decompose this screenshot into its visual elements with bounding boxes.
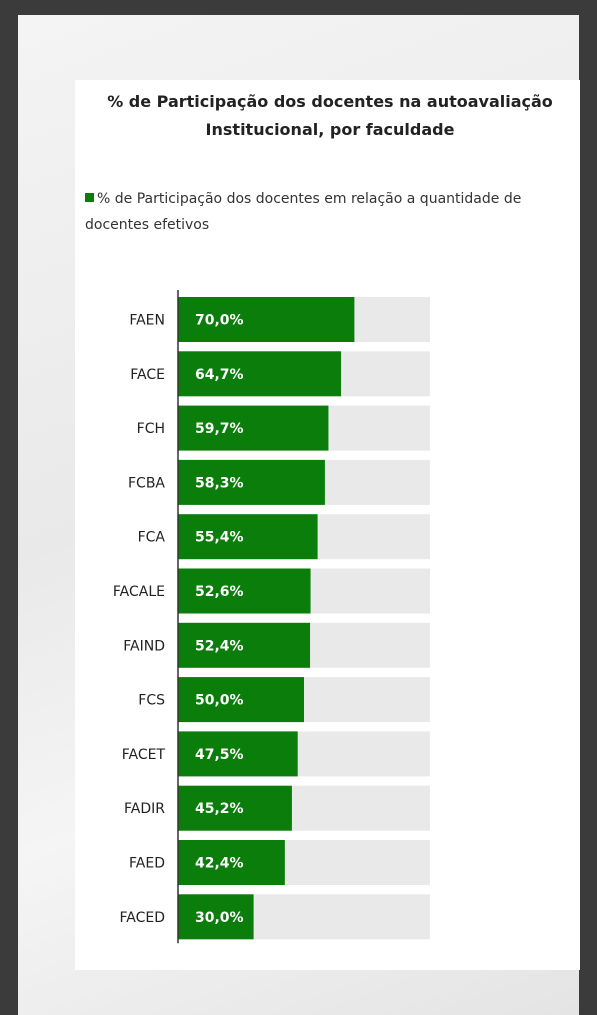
- legend-label: % de Participação dos docentes em relaçã…: [85, 191, 522, 233]
- value-label: 70,0%: [195, 313, 244, 329]
- value-label: 58,3%: [195, 475, 244, 491]
- bar: [178, 840, 285, 885]
- bar: [178, 405, 329, 451]
- category-label: FCBA: [128, 475, 165, 491]
- legend-swatch: [85, 193, 94, 202]
- value-label: 64,7%: [195, 367, 244, 383]
- value-label: 52,4%: [195, 638, 244, 654]
- value-label: 42,4%: [195, 856, 244, 872]
- bar: [178, 568, 311, 614]
- bar: [178, 785, 292, 831]
- bar: [178, 731, 298, 777]
- category-label: FACALE: [113, 584, 165, 600]
- category-label: FACE: [130, 367, 165, 383]
- category-label: FAED: [129, 856, 165, 872]
- value-label: 50,0%: [195, 693, 244, 709]
- category-label: FCS: [138, 693, 165, 709]
- category-label: FACED: [120, 910, 166, 926]
- chart-title: % de Participação dos docentes na autoav…: [107, 92, 553, 139]
- legend: % de Participação dos docentes em relaçã…: [85, 186, 555, 238]
- bar: [178, 351, 342, 397]
- value-label: 55,4%: [195, 530, 244, 546]
- bar: [178, 677, 304, 723]
- bar: [178, 459, 325, 505]
- bar: [178, 514, 318, 560]
- value-label: 30,0%: [195, 910, 244, 926]
- category-label: FCH: [137, 421, 165, 437]
- bar: [178, 622, 311, 668]
- category-label: FAIND: [123, 638, 165, 654]
- category-label: FCA: [138, 530, 166, 546]
- bar: [178, 894, 254, 940]
- value-label: 59,7%: [195, 421, 244, 437]
- bar: [178, 297, 355, 342]
- value-label: 45,2%: [195, 801, 244, 817]
- value-label: 52,6%: [195, 584, 244, 600]
- value-label: 47,5%: [195, 747, 244, 763]
- category-label: FADIR: [124, 801, 165, 817]
- category-label: FAEN: [129, 313, 165, 329]
- category-label: FACET: [122, 747, 166, 763]
